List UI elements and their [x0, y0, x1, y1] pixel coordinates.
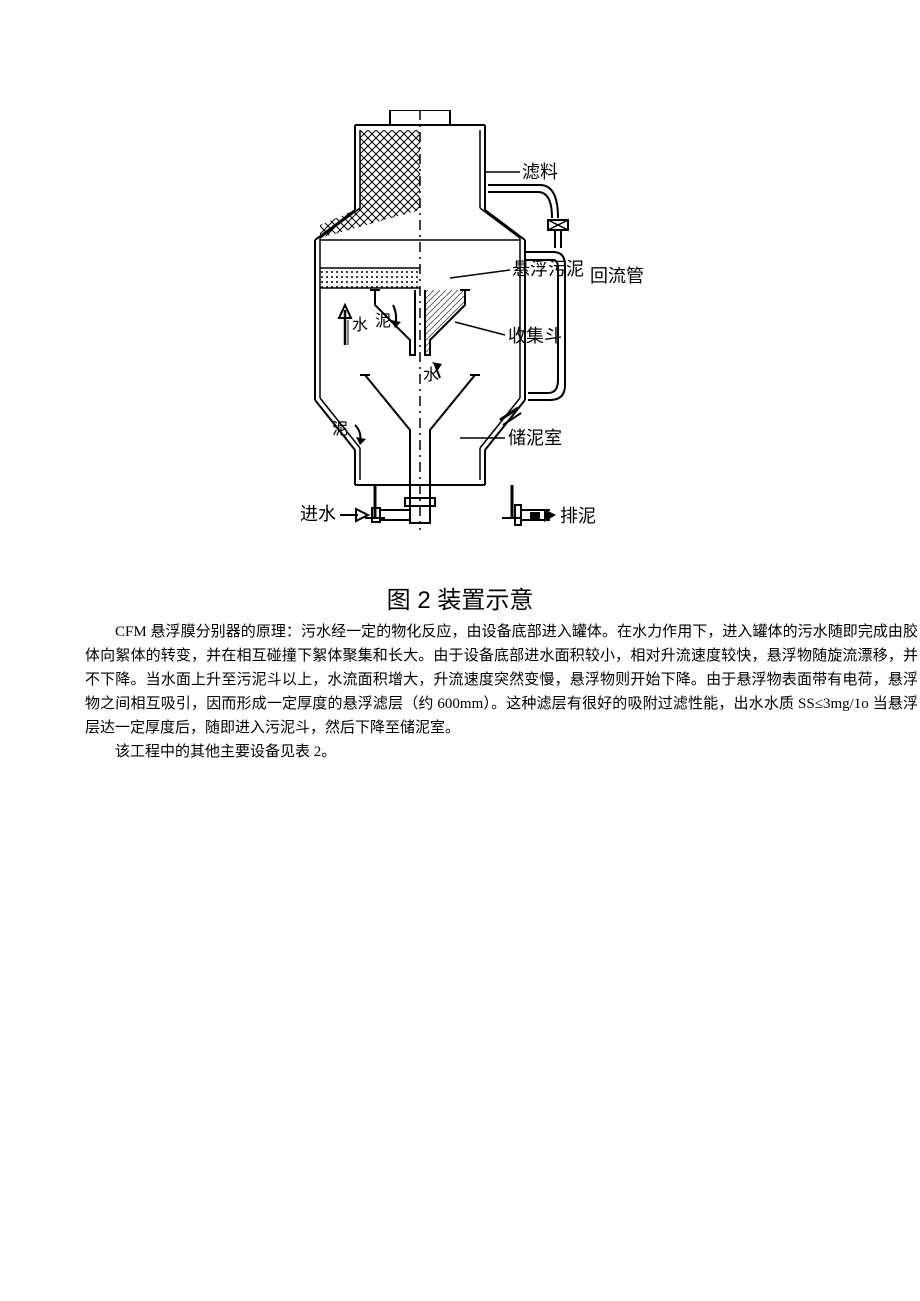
label-return-pipe: 回流管: [590, 266, 644, 286]
label-collection-hopper: 收集斗: [508, 326, 562, 346]
label-discharge: 排泥: [560, 506, 596, 526]
paragraph-2: 该工程中的其他主要设备见表 2。: [85, 740, 918, 764]
device-schematic-svg: 滤料 悬浮污泥 回流管 水 泥 收集斗 水 泥 储泥室 进水 排泥: [260, 110, 660, 560]
figure-caption: 图 2 装置示意: [0, 580, 920, 615]
label-sludge-chamber: 储泥室: [508, 428, 562, 448]
label-filter-media: 滤料: [522, 162, 558, 182]
paragraph-1: CFM 悬浮膜分别器的原理：污水经一定的物化反应，由设备底部进入罐体。在水力作用…: [85, 620, 918, 740]
label-water-1: 水: [352, 316, 368, 334]
label-suspended-sludge: 悬浮污泥: [512, 259, 584, 279]
label-water-2: 水: [423, 366, 439, 384]
label-inlet: 进水: [300, 504, 336, 524]
label-mud-1: 泥: [375, 312, 391, 330]
diagram-container: 滤料 悬浮污泥 回流管 水 泥 收集斗 水 泥 储泥室 进水 排泥: [260, 110, 660, 560]
body-text: CFM 悬浮膜分别器的原理：污水经一定的物化反应，由设备底部进入罐体。在水力作用…: [85, 620, 918, 764]
label-mud-2: 泥: [332, 420, 348, 438]
